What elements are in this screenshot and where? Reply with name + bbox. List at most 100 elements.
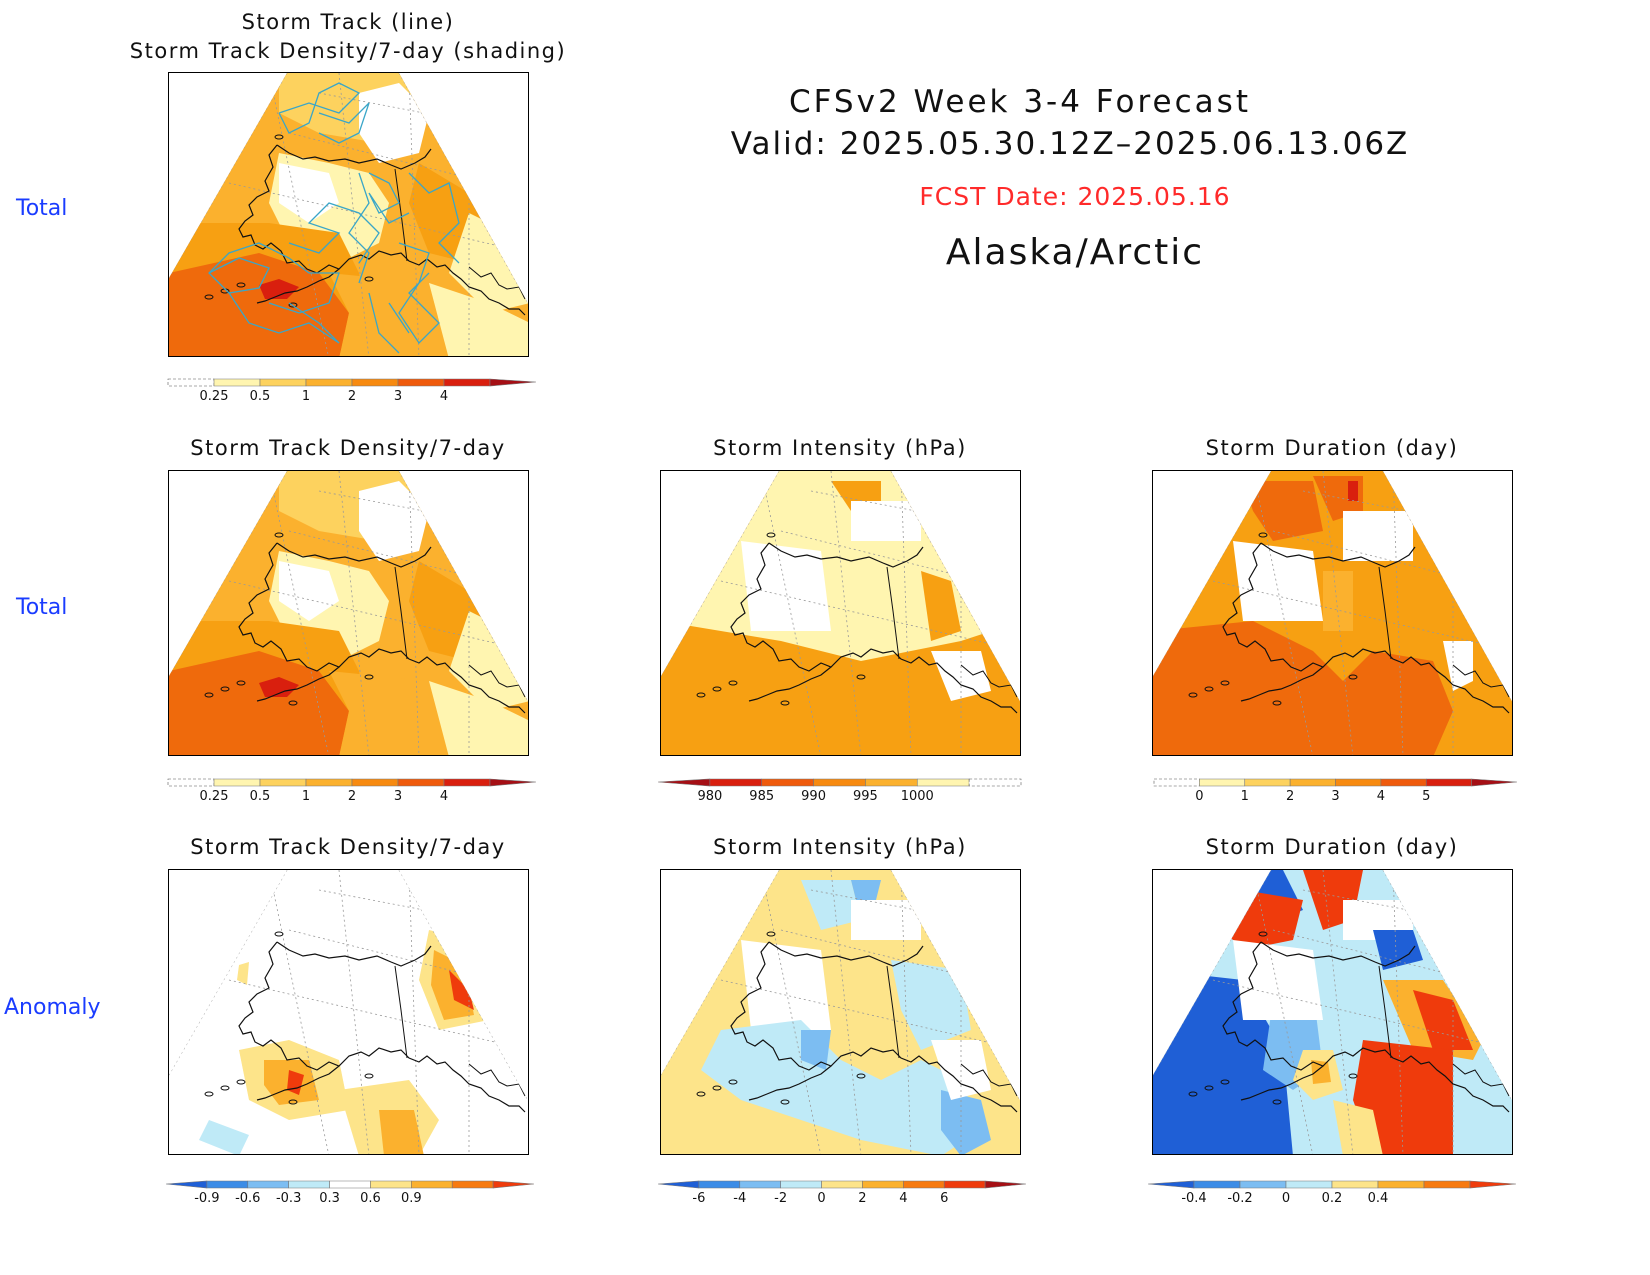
colorbar-segment — [167, 378, 215, 387]
panel-intensity-total-title: Storm Intensity (hPa) — [713, 436, 967, 460]
colorbar-tick-label: 2 — [858, 1191, 866, 1206]
shaded-region — [1373, 930, 1423, 970]
colorbar-segment — [943, 1180, 986, 1189]
colorbar-tick-label: -6 — [692, 1191, 705, 1206]
colorbar-segment — [698, 1180, 741, 1189]
storm-track-line — [318, 102, 370, 144]
shaded-region — [1333, 1100, 1383, 1154]
colorbar-tick-label: -0.4 — [1181, 1191, 1206, 1206]
colorbar-segment — [916, 778, 970, 787]
panel-top-title-line1: Storm Track (line) — [241, 10, 455, 34]
shaded-region — [851, 501, 921, 541]
colorbar-segment — [1469, 1180, 1517, 1189]
region-name: Alaska/Arctic — [945, 232, 1205, 273]
shaded-region — [429, 681, 528, 755]
colorbar-tick-label: 4 — [440, 389, 448, 404]
colorbar-segment — [492, 1180, 535, 1189]
colorbar-tick-label: -0.9 — [194, 1191, 219, 1206]
colorbar-segment — [351, 378, 399, 387]
map-panel-intensity-anomaly — [660, 869, 1021, 1155]
storm-track-line — [208, 242, 340, 314]
colorbar-tick-label: 0.4 — [1368, 1191, 1389, 1206]
colorbar-segment — [1289, 778, 1336, 787]
colorbar-tick-label: 3 — [394, 389, 402, 404]
shaded-region — [169, 253, 349, 356]
shaded-region — [237, 962, 249, 985]
colorbar-segment — [657, 1180, 700, 1189]
storm-track-line — [278, 82, 361, 134]
colorbar-tick-label: 5 — [1422, 789, 1430, 804]
colorbar-tick-label: 0 — [1195, 789, 1203, 804]
colorbar-tick-label: -4 — [733, 1191, 746, 1206]
colorbar-segment — [489, 778, 537, 787]
panel-top-title-line2: Storm Track Density/7-day (shading) — [129, 39, 567, 63]
shaded-region — [851, 880, 881, 900]
colorbar-density-anomaly: -0.9 -0.6 -0.3 0.3 0.6 0.9 — [160, 1180, 540, 1206]
colorbar-tick-label: 0.5 — [250, 789, 271, 804]
colorbar-segment — [305, 378, 353, 387]
map-panel-duration-total — [1152, 470, 1513, 756]
storm-track-line — [228, 292, 340, 344]
storm-track-line — [368, 172, 410, 224]
shaded-region — [1353, 1040, 1453, 1154]
colorbar-tick-label: 980 — [697, 789, 722, 804]
colorbar-tick-label: 0.3 — [319, 1191, 340, 1206]
shaded-region — [259, 279, 299, 299]
shaded-region — [941, 1090, 991, 1154]
shaded-region — [429, 283, 528, 356]
colorbar-segment — [865, 778, 918, 787]
colorbar-tick-label: 4 — [899, 1191, 907, 1206]
colorbar-segment — [1147, 1180, 1195, 1189]
panel-duration-anom-title: Storm Duration (day) — [1205, 835, 1459, 859]
colorbar-tick-label: 0 — [1282, 1191, 1290, 1206]
colorbar-segment — [247, 1180, 289, 1189]
colorbar-segment — [780, 1180, 822, 1189]
map-panel-intensity-total — [660, 470, 1021, 756]
colorbar-segment — [1335, 778, 1382, 787]
colorbar-segment — [165, 1180, 208, 1189]
colorbar-segment — [213, 378, 261, 387]
storm-track-line — [348, 172, 370, 284]
colorbar-intensity-anomaly: -6 -4 -2 0 2 4 6 — [652, 1180, 1032, 1206]
shaded-region — [279, 561, 339, 621]
shaded-region — [801, 1030, 831, 1070]
colorbar-tick-label: -0.2 — [1227, 1191, 1252, 1206]
shaded-region — [1413, 990, 1473, 1050]
colorbar-segment — [984, 1180, 1027, 1189]
colorbar-segment — [1423, 1180, 1471, 1189]
panel-density-anom-title: Storm Track Density/7-day — [190, 835, 506, 859]
storm-track-line — [398, 242, 440, 345]
colorbar-segment — [903, 1180, 945, 1189]
colorbar-tick-label: -0.3 — [276, 1191, 301, 1206]
row-label-total-1: Total — [16, 196, 68, 221]
shaded-region — [741, 541, 831, 631]
colorbar-segment — [397, 378, 445, 387]
forecast-title: CFSv2 Week 3-4 Forecast — [789, 84, 1251, 120]
colorbar-segment — [1377, 1180, 1425, 1189]
colorbar-segment — [351, 778, 399, 787]
colorbar-segment — [443, 378, 491, 387]
shaded-region — [259, 677, 299, 697]
colorbar-tick-label: 0.25 — [200, 789, 229, 804]
row-label-anomaly: Anomaly — [4, 995, 101, 1020]
colorbar-segment — [813, 778, 866, 787]
storm-track-line — [288, 202, 380, 264]
colorbar-tick-label: 985 — [749, 789, 774, 804]
colorbar-tick-label: 1 — [302, 789, 310, 804]
colorbar-tick-label: 0.9 — [401, 1191, 422, 1206]
colorbar-tick-label: -2 — [774, 1191, 787, 1206]
map-panel-density-anomaly — [168, 869, 529, 1155]
colorbar-segment — [489, 378, 537, 387]
colorbar-tick-label: 1 — [1241, 789, 1249, 804]
colorbar-tick-label: 6 — [940, 1191, 948, 1206]
shaded-region — [169, 651, 349, 755]
shaded-region — [1343, 511, 1413, 561]
colorbar-segment — [1244, 778, 1291, 787]
colorbar-segment — [329, 1180, 371, 1189]
shaded-region — [741, 940, 831, 1030]
fcst-date: FCST Date: 2025.05.16 — [919, 182, 1231, 211]
colorbar-segment — [397, 778, 445, 787]
shaded-region — [801, 880, 861, 930]
colorbar-segment — [761, 778, 814, 787]
colorbar-tick-label: 3 — [1331, 789, 1339, 804]
